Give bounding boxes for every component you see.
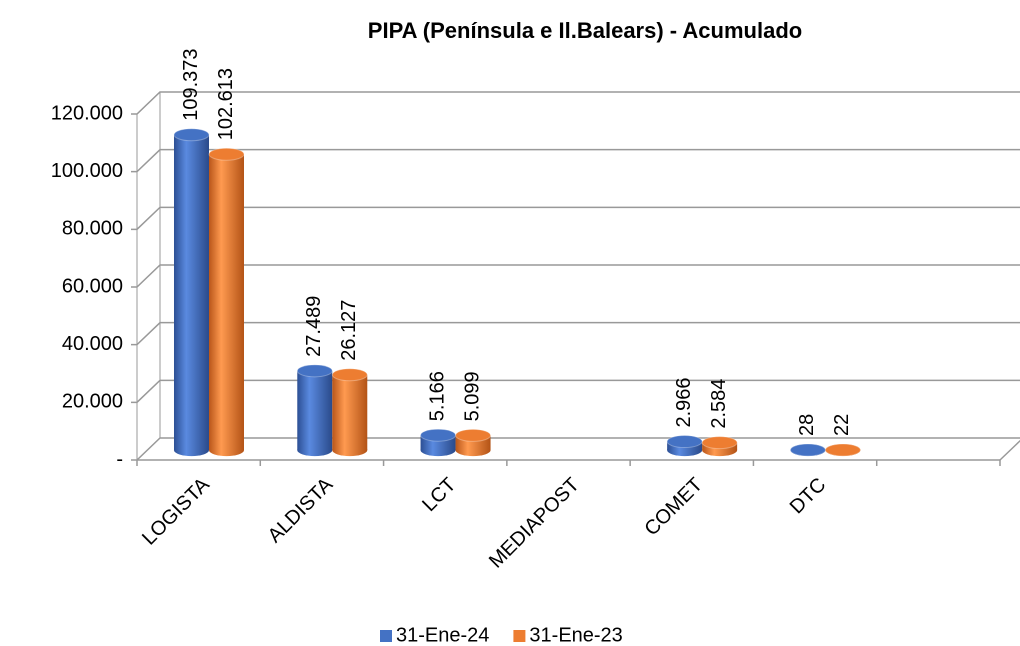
bar xyxy=(331,368,368,457)
y-tick-label: 120.000 xyxy=(51,102,123,124)
x-tick-label: LCT xyxy=(418,474,460,516)
legend-label: 31-Ene-23 xyxy=(529,624,622,646)
x-tick-label: ALDISTA xyxy=(264,473,338,547)
data-label: 102.613 xyxy=(215,68,237,140)
data-label: 2.966 xyxy=(673,377,695,427)
bar-top xyxy=(420,428,457,442)
data-label: 5.099 xyxy=(461,371,483,421)
data-label: 109.373 xyxy=(180,48,202,120)
y-tick-label: 40.000 xyxy=(62,333,123,355)
bar-top xyxy=(173,128,210,142)
bar xyxy=(173,128,210,457)
data-label: 2.584 xyxy=(708,379,730,429)
bar-top xyxy=(208,147,245,161)
grid-line xyxy=(131,379,1020,404)
grid-line xyxy=(131,206,1020,231)
bar xyxy=(455,428,492,457)
bar-bottom xyxy=(208,444,244,457)
data-label: 28 xyxy=(796,414,818,436)
grid-line xyxy=(131,321,1020,346)
x-tick-label: COMET xyxy=(640,474,707,541)
legend-swatch xyxy=(513,630,526,642)
legend-label: 31-Ene-24 xyxy=(396,624,489,646)
bar-body xyxy=(173,134,209,451)
data-label: 26.127 xyxy=(338,300,360,361)
x-tick-label: DTC xyxy=(786,474,831,519)
y-tick-label: - xyxy=(116,448,123,470)
bar-top xyxy=(455,428,492,442)
legend-swatch xyxy=(380,630,392,642)
bar-bottom xyxy=(420,444,456,457)
x-tick-label: MEDIAPOST xyxy=(485,474,584,573)
bar xyxy=(789,443,826,457)
grid-line xyxy=(131,148,1020,173)
grid-line xyxy=(131,91,1020,115)
bar-bottom xyxy=(332,444,368,457)
y-tick-label: 20.000 xyxy=(62,391,123,413)
chart-title: PIPA (Península e Il.Balears) - Acumulad… xyxy=(368,18,802,43)
bar-top xyxy=(331,368,368,382)
bar-bottom xyxy=(455,444,491,457)
grid-line xyxy=(131,264,1020,288)
bar-bottom xyxy=(667,444,703,457)
bar xyxy=(208,147,245,457)
bar-top xyxy=(824,443,861,457)
bar xyxy=(666,435,703,457)
x-tick-label: LOGISTA xyxy=(138,473,214,549)
bar-body xyxy=(208,154,244,451)
bar-body xyxy=(332,374,368,451)
bar xyxy=(701,436,738,457)
data-label: 22 xyxy=(831,414,853,436)
grid-line xyxy=(131,437,1020,461)
bar-body xyxy=(297,370,333,451)
bar-bottom xyxy=(173,444,209,457)
y-tick-label: 100.000 xyxy=(51,160,123,182)
bar-top xyxy=(296,364,333,378)
bar xyxy=(420,428,457,457)
bar-bottom xyxy=(297,444,333,457)
x-axis xyxy=(999,439,1020,461)
bar-top xyxy=(701,436,738,450)
bar-top xyxy=(666,435,703,449)
bar xyxy=(296,364,333,457)
y-tick-label: 60.000 xyxy=(62,275,123,297)
bar xyxy=(824,443,861,457)
data-label: 5.166 xyxy=(426,371,448,421)
y-tick-label: 80.000 xyxy=(62,218,123,240)
bar-top xyxy=(789,443,826,457)
data-label: 27.489 xyxy=(303,296,325,357)
